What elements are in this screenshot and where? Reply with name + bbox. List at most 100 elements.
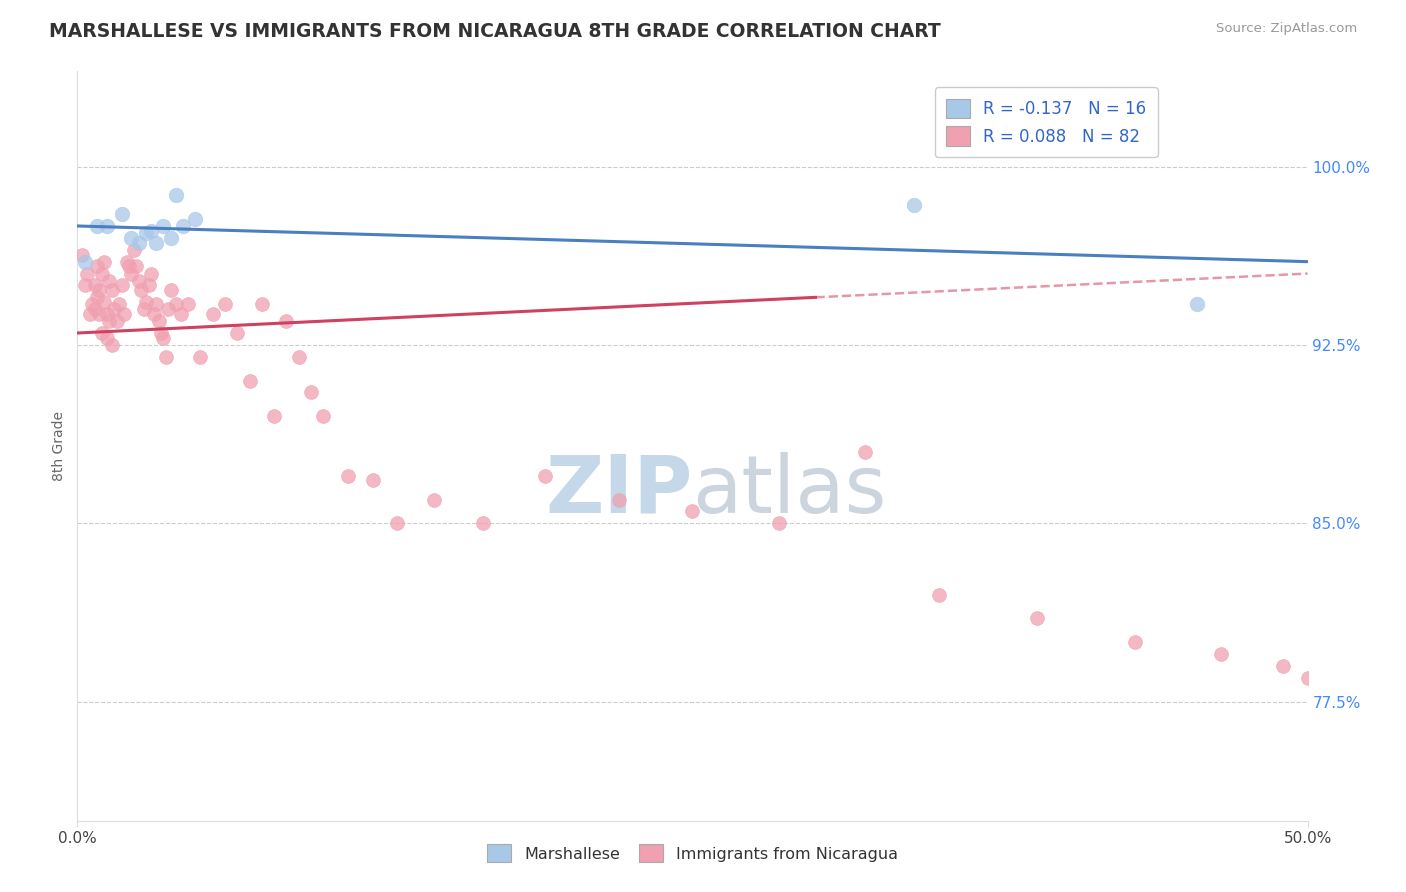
- Point: [101, 283, 124, 297]
- Point: [1296, 671, 1319, 685]
- Point: [1185, 297, 1208, 311]
- Point: [337, 468, 360, 483]
- Point: [385, 516, 409, 531]
- Point: [239, 374, 262, 388]
- Point: [423, 492, 446, 507]
- Point: [83, 278, 105, 293]
- Point: [768, 516, 790, 531]
- Point: [83, 302, 105, 317]
- Point: [226, 326, 249, 340]
- Point: [79, 307, 101, 321]
- Point: [141, 267, 163, 281]
- Point: [93, 295, 115, 310]
- Point: [73, 254, 96, 268]
- Point: [86, 290, 108, 304]
- Point: [534, 468, 557, 483]
- Point: [76, 267, 98, 281]
- Point: [472, 516, 495, 531]
- Point: [122, 243, 145, 257]
- Point: [128, 274, 150, 288]
- Point: [853, 445, 876, 459]
- Point: [142, 307, 165, 321]
- Point: [150, 326, 173, 340]
- Point: [111, 278, 132, 293]
- Point: [86, 260, 108, 274]
- Point: [1322, 659, 1344, 673]
- Point: [90, 326, 114, 340]
- Point: [1211, 647, 1233, 661]
- Point: [135, 226, 157, 240]
- Point: [250, 297, 273, 311]
- Point: [86, 219, 108, 233]
- Point: [103, 302, 125, 317]
- Point: [152, 219, 174, 233]
- Point: [145, 235, 167, 250]
- Point: [96, 307, 118, 321]
- Text: Source: ZipAtlas.com: Source: ZipAtlas.com: [1216, 22, 1357, 36]
- Point: [70, 247, 93, 261]
- Point: [214, 297, 236, 311]
- Text: atlas: atlas: [693, 452, 887, 530]
- Point: [135, 295, 157, 310]
- Point: [1346, 671, 1368, 685]
- Point: [201, 307, 224, 321]
- Point: [1272, 659, 1295, 673]
- Text: ZIP: ZIP: [546, 452, 693, 530]
- Point: [90, 267, 114, 281]
- Point: [288, 350, 311, 364]
- Point: [96, 331, 118, 345]
- Point: [141, 224, 163, 238]
- Point: [111, 207, 132, 221]
- Point: [93, 254, 115, 268]
- Point: [121, 231, 143, 245]
- Point: [82, 297, 104, 311]
- Point: [112, 307, 135, 321]
- Point: [276, 314, 298, 328]
- Point: [361, 474, 384, 488]
- Point: [607, 492, 630, 507]
- Point: [312, 409, 335, 424]
- Point: [89, 307, 111, 321]
- Point: [1395, 682, 1406, 697]
- Point: [128, 235, 150, 250]
- Point: [148, 314, 170, 328]
- Point: [682, 504, 704, 518]
- Point: [121, 267, 143, 281]
- Point: [101, 338, 124, 352]
- Point: [115, 254, 138, 268]
- Point: [155, 350, 177, 364]
- Point: [125, 260, 148, 274]
- Point: [160, 231, 183, 245]
- Point: [160, 283, 183, 297]
- Point: [184, 211, 207, 226]
- Point: [98, 274, 121, 288]
- Point: [138, 278, 160, 293]
- Point: [1026, 611, 1049, 625]
- Point: [263, 409, 285, 424]
- Point: [145, 297, 167, 311]
- Point: [170, 307, 193, 321]
- Point: [96, 219, 118, 233]
- Text: MARSHALLESE VS IMMIGRANTS FROM NICARAGUA 8TH GRADE CORRELATION CHART: MARSHALLESE VS IMMIGRANTS FROM NICARAGUA…: [49, 22, 941, 41]
- Point: [89, 283, 111, 297]
- Point: [188, 350, 212, 364]
- Point: [299, 385, 322, 400]
- Point: [1371, 671, 1393, 685]
- Point: [172, 219, 194, 233]
- Point: [98, 314, 121, 328]
- Point: [129, 283, 153, 297]
- Point: [177, 297, 200, 311]
- Legend: Marshallese, Immigrants from Nicaragua: Marshallese, Immigrants from Nicaragua: [481, 838, 904, 869]
- Point: [118, 260, 141, 274]
- Point: [165, 188, 187, 202]
- Point: [165, 297, 187, 311]
- Y-axis label: 8th Grade: 8th Grade: [52, 411, 66, 481]
- Point: [105, 314, 128, 328]
- Point: [903, 197, 925, 211]
- Point: [152, 331, 174, 345]
- Point: [157, 302, 180, 317]
- Point: [73, 278, 96, 293]
- Point: [1125, 635, 1147, 649]
- Point: [928, 588, 950, 602]
- Point: [132, 302, 155, 317]
